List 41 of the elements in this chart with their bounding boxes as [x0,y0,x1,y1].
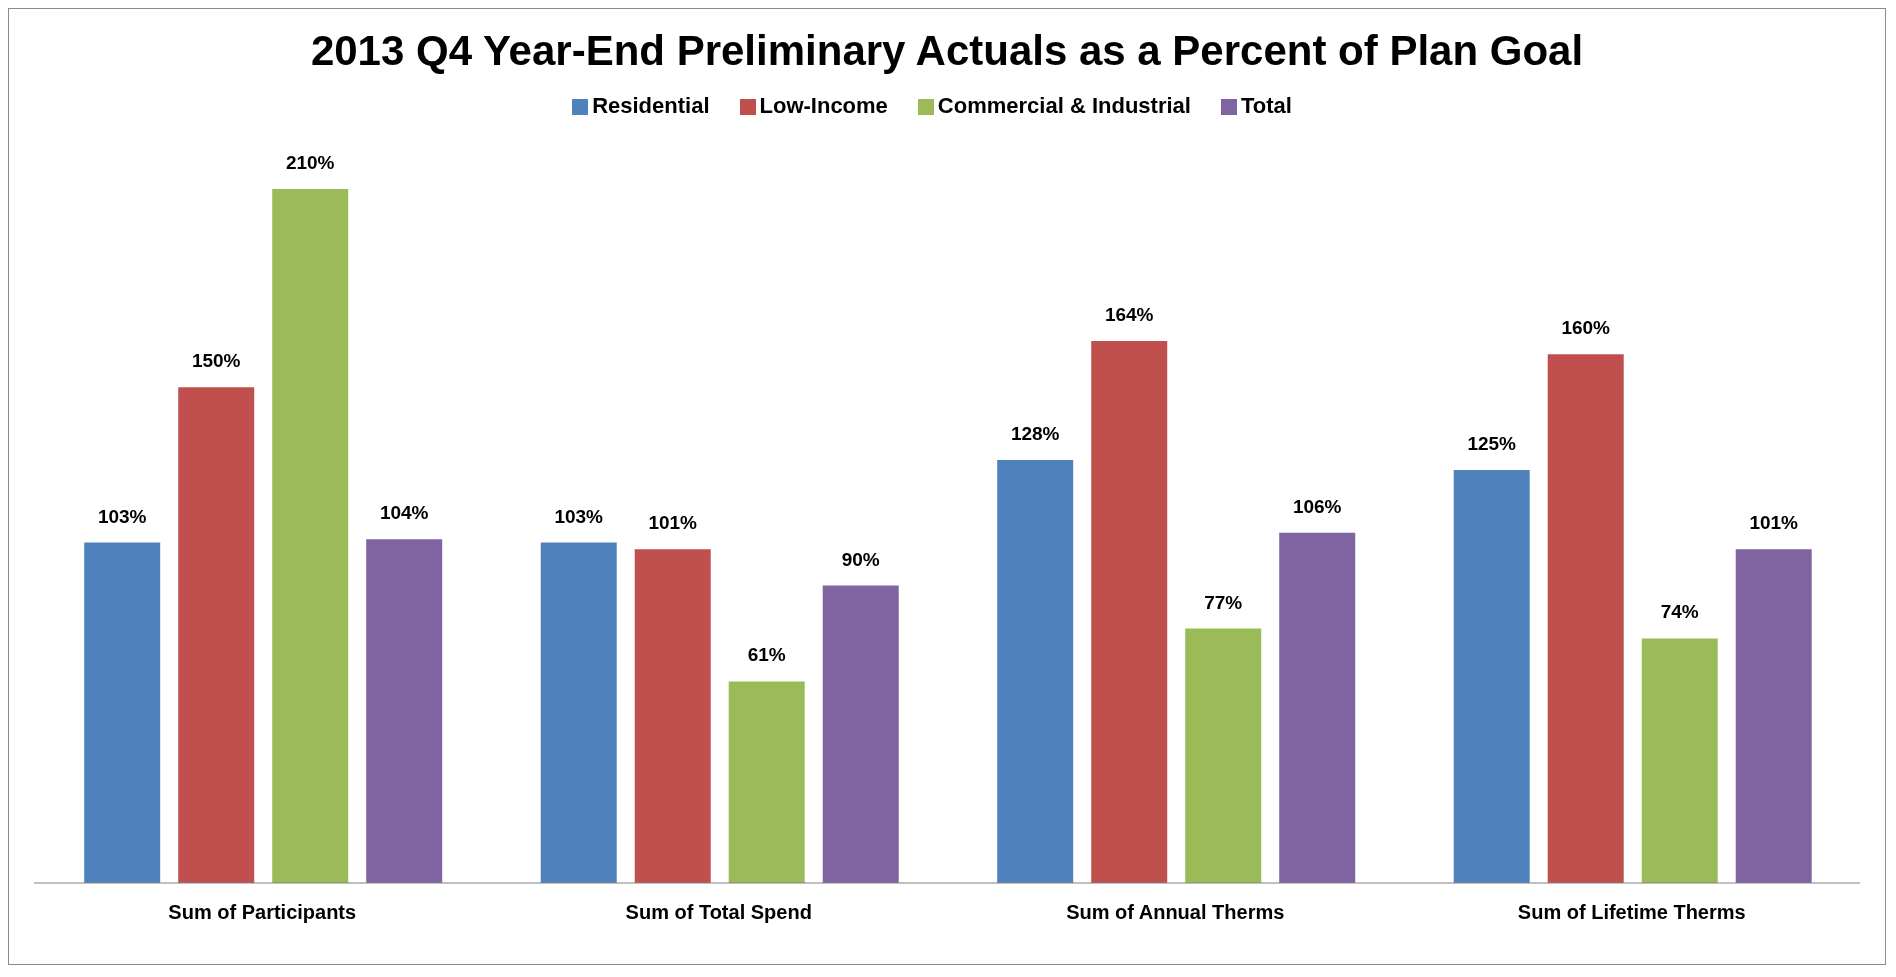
data-label: 164% [1104,304,1154,326]
bar [272,189,349,883]
bar [178,387,255,883]
bar [1453,469,1530,883]
data-label: 101% [648,512,698,534]
data-label: 103% [97,505,147,527]
chart-title: 2013 Q4 Year-End Preliminary Actuals as a Percent of Plan Goal [309,26,1585,76]
legend-label: Total [1240,93,1292,118]
data-label: 128% [1010,422,1060,444]
data-label: 74% [1660,601,1699,623]
bar [540,542,617,883]
data-label: 210% [285,152,335,173]
legend-label: Low-Income [759,93,888,118]
bar [366,539,443,883]
data-label: 77% [1204,591,1243,613]
legend-label: Residential [592,93,710,118]
bar [1279,532,1356,883]
data-label: 104% [379,502,429,524]
x-tick-label: Sum of Lifetime Therms [1517,901,1746,924]
bar [634,549,711,883]
bar [1185,628,1262,883]
data-label: 150% [191,350,241,372]
bar [1641,638,1718,883]
x-tick-label: Sum of Annual Therms [1066,901,1285,924]
bar [822,585,899,883]
bar [1547,354,1624,883]
data-label: 90% [841,548,880,570]
bar [997,459,1074,883]
bar [728,681,805,883]
data-label: 103% [554,505,604,527]
bar [1735,549,1812,883]
bar [1091,341,1168,883]
x-tick-label: Sum of Total Spend [625,901,812,924]
data-label: 160% [1561,317,1611,339]
legend-label: Commercial & Industrial [937,93,1191,118]
bar [84,542,161,883]
data-label: 106% [1292,495,1342,517]
data-label: 125% [1467,432,1517,454]
x-tick-label: Sum of Participants [168,901,357,924]
data-label: 61% [747,644,786,666]
data-label: 101% [1749,512,1799,534]
